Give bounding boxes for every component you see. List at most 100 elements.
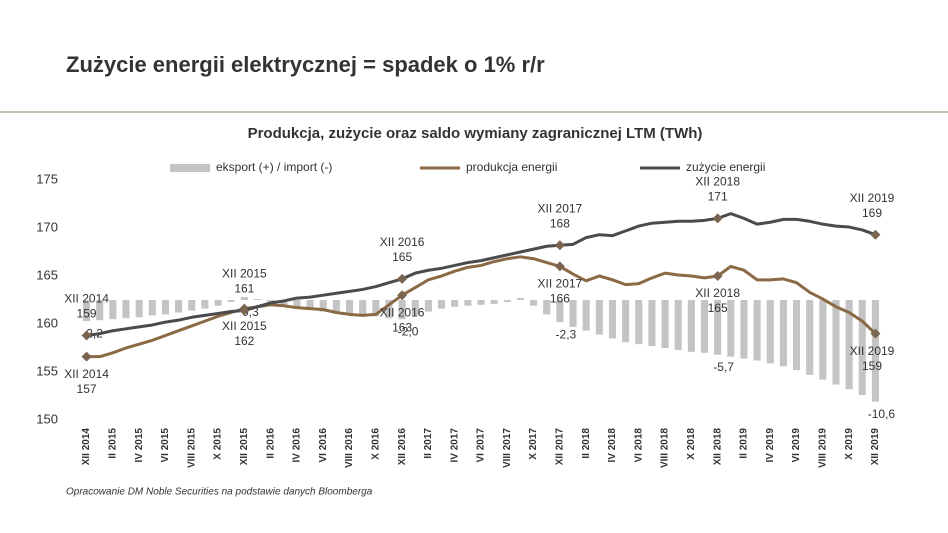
x-tick-label: II 2017 [423, 428, 434, 459]
bar [556, 300, 564, 323]
bar-value-label: -2,0 [398, 324, 419, 338]
bar [451, 300, 459, 307]
bar [201, 300, 209, 309]
x-tick-label: VIII 2017 [502, 428, 513, 468]
chart-title: Produkcja, zużycie oraz saldo wymiany za… [248, 125, 703, 142]
bar [871, 300, 879, 402]
point-value-label: 171 [708, 190, 728, 204]
marker [81, 330, 92, 341]
bar [806, 300, 814, 375]
y-tick-label: 150 [36, 411, 58, 426]
x-tick-label: II 2015 [108, 428, 119, 459]
slide-title: Zużycie energii elektrycznej = spadek o … [66, 52, 545, 77]
bar [635, 300, 643, 345]
bar [253, 299, 262, 300]
line [86, 212, 876, 338]
point-category-label: XII 2017 [538, 277, 583, 291]
bar [622, 300, 630, 343]
bar [740, 300, 748, 359]
bar [595, 300, 603, 335]
legend-label: zużycie energii [686, 160, 765, 174]
bar [845, 300, 853, 390]
point-value-label: 168 [550, 216, 570, 230]
bar [700, 300, 709, 353]
y-tick-label: 175 [36, 171, 58, 186]
bar [214, 300, 222, 306]
x-tick-label: IV 2019 [765, 428, 776, 463]
point-value-label: 159 [77, 307, 97, 321]
bar [569, 300, 577, 327]
marker [712, 271, 723, 281]
x-tick-label: II 2019 [739, 428, 750, 459]
x-tick-label: X 2016 [370, 428, 381, 460]
x-tick-label: VI 2019 [791, 428, 802, 463]
bar [175, 300, 183, 313]
bar-value-label: -10,6 [868, 407, 896, 421]
x-tick-label: II 2016 [265, 428, 276, 459]
bar [530, 300, 538, 306]
bar [359, 300, 367, 316]
bar [608, 300, 617, 339]
bar [227, 300, 235, 302]
bar [543, 300, 551, 315]
bar [858, 300, 866, 396]
bar [148, 300, 156, 316]
bar [398, 300, 406, 320]
bar [372, 300, 380, 317]
y-tick-label: 170 [36, 219, 58, 234]
point-category-label: XII 2016 [380, 305, 425, 319]
bar [306, 300, 314, 310]
x-tick-label: IV 2017 [449, 428, 460, 463]
point-category-label: XII 2016 [380, 235, 425, 249]
x-tick-label: VIII 2019 [817, 428, 828, 468]
x-tick-label: VI 2015 [160, 428, 171, 463]
point-category-label: XII 2014 [64, 292, 109, 306]
bar [96, 300, 104, 321]
bar [83, 300, 91, 322]
x-tick-label: VI 2017 [476, 428, 487, 463]
bar [648, 300, 656, 347]
x-tick-label: X 2015 [213, 428, 224, 460]
x-tick-label: II 2018 [581, 428, 592, 459]
point-value-label: 165 [708, 301, 728, 315]
bar [582, 300, 590, 331]
point-value-label: 162 [234, 334, 254, 348]
point-value-label: 169 [862, 206, 882, 220]
x-tick-label: IV 2016 [292, 428, 303, 463]
point-value-label: 166 [550, 292, 570, 306]
point-value-label: 163 [392, 320, 412, 334]
bar [135, 300, 143, 318]
x-tick-label: X 2019 [844, 428, 855, 460]
bar [687, 300, 695, 352]
legend-swatch [170, 164, 210, 172]
bar [477, 300, 485, 305]
bar-value-label: -5,7 [713, 360, 734, 374]
point-category-label: XII 2018 [695, 286, 740, 300]
bar [792, 300, 801, 371]
x-tick-label: VI 2018 [633, 428, 644, 463]
bar [753, 300, 761, 361]
y-tick-label: 155 [36, 363, 58, 378]
bar [438, 300, 446, 309]
bar [161, 300, 170, 315]
y-tick-label: 165 [36, 267, 58, 282]
bar [490, 300, 498, 304]
bar [674, 300, 682, 350]
marker [81, 351, 92, 362]
point-category-label: XII 2019 [850, 344, 895, 358]
bar [319, 300, 327, 312]
marker [870, 229, 881, 240]
point-category-label: XII 2015 [222, 319, 267, 333]
x-tick-label: VIII 2016 [344, 428, 355, 468]
marker [554, 240, 565, 251]
marker [239, 305, 250, 316]
x-tick-label: XII 2014 [81, 428, 92, 466]
marker [397, 273, 408, 284]
point-category-label: XII 2015 [222, 267, 267, 281]
x-tick-label: IV 2015 [134, 428, 145, 463]
bar [727, 300, 735, 357]
bar [832, 300, 840, 385]
bar [464, 300, 472, 306]
bar-value-label: -2,3 [556, 327, 577, 341]
bar [819, 300, 827, 380]
